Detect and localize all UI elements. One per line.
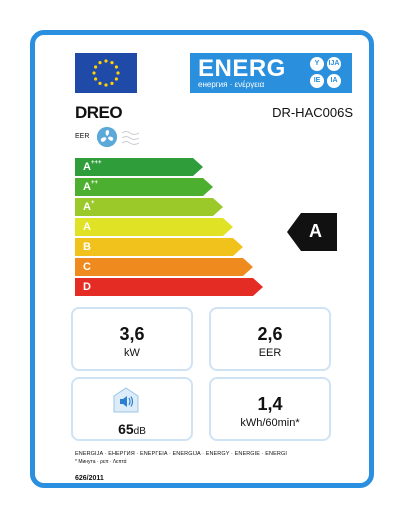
air-flow-icon (121, 129, 141, 147)
fan-icon (97, 127, 117, 147)
eu-flag-icon (75, 53, 137, 93)
energy-word: ENERG (198, 55, 286, 82)
energy-label-frame: ENERG енергия · ενέργεια Y IJA IE IA DRE… (30, 30, 374, 488)
class-bar: D (75, 278, 263, 296)
energy-banner: ENERG енергия · ενέργεια Y IJA IE IA (190, 53, 352, 93)
eer-label: EER (75, 133, 90, 140)
class-label: A+ (83, 200, 95, 213)
footer-languages: ENERGIJA · ЕНЕРГИЯ · ΕΝΕΡΓΕΙΑ · ENERGIJA… (75, 451, 287, 457)
rating-indicator: A (287, 213, 337, 251)
class-bar: C (75, 258, 253, 276)
consumption-value: 1,4 (257, 394, 283, 414)
class-label: A (83, 221, 91, 233)
consumption-panel: 1,4 kWh/60min* (209, 377, 331, 441)
class-label: B (83, 241, 91, 253)
class-bar: B (75, 238, 243, 256)
footer-note: * Минута · ρεπ · Λεπτά (75, 459, 127, 465)
class-bar: A (75, 218, 233, 236)
class-label: A++ (83, 180, 98, 193)
class-label: C (83, 261, 91, 273)
capacity-value: 3,6 (119, 324, 145, 344)
class-bar: A+++ (75, 158, 203, 176)
class-bar: A++ (75, 178, 213, 196)
model-number: DR-HAC006S (272, 105, 353, 120)
eer-panel: 2,6 EER (209, 307, 331, 371)
eer-unit: EER (258, 347, 282, 359)
lang-code: IA (327, 74, 341, 88)
consumption-unit: kWh/60min* (240, 417, 300, 429)
eer-value: 2,6 (257, 324, 283, 344)
class-bar: A+ (75, 198, 223, 216)
capacity-panel: 3,6 kW (71, 307, 193, 371)
rating-letter: A (309, 221, 322, 241)
capacity-unit: kW (124, 347, 140, 359)
energy-subtitle: енергия · ενέργεια (198, 80, 265, 89)
speaker-icon (113, 387, 139, 413)
sound-panel: 65dB (71, 377, 193, 441)
sound-level: 65dB (118, 421, 146, 437)
brand-logo: DREO (75, 103, 123, 122)
class-label: D (83, 281, 91, 293)
class-label: A+++ (83, 160, 102, 173)
lang-code: IE (310, 74, 324, 88)
lang-code: IJA (327, 57, 341, 71)
lang-code: Y (310, 57, 324, 71)
regulation-number: 626/2011 (75, 475, 104, 482)
